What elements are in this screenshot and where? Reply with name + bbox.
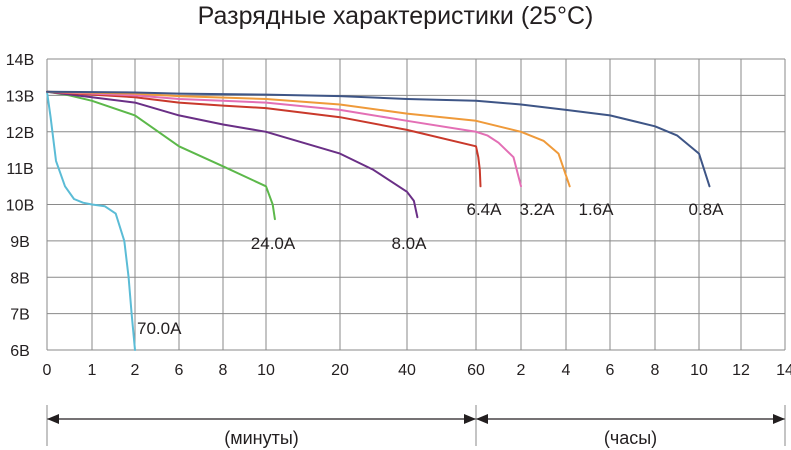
arrow-head-left-icon [47,414,59,424]
x-tick-label: 8 [219,362,228,379]
arrow-head-right-icon [773,414,785,424]
arrow-head-right-icon [464,414,476,424]
series-line-6-4a [46,90,482,188]
x-tick-label: 10 [257,362,275,379]
series-label: 3.2A [520,200,556,219]
x-tick-label: 10 [690,362,708,379]
x-tick-label: 12 [732,362,750,379]
region-label: (часы) [604,428,657,448]
series-line-24-0a [46,90,276,221]
x-tick-label: 20 [331,362,349,379]
time-regions: (минуты) (часы) [46,405,786,448]
x-tick-label: 6 [175,362,184,379]
x-tick-label: 1 [88,362,97,379]
series-label: 70.0A [137,319,182,338]
series-line-1-6a [46,90,571,188]
x-tick-label: 2 [517,362,526,379]
x-tick-label: 40 [398,362,416,379]
series-label: 0.8A [689,200,725,219]
arrow-head-left-icon [476,414,488,424]
series-label: 8.0A [392,234,428,253]
y-tick-label: 8B [10,270,30,287]
series-line-3-2a [46,90,522,188]
y-tick-label: 6B [10,343,30,360]
y-tick-label: 11B [6,161,33,178]
x-tick-label: 14 [776,362,791,379]
series-line-0-8a [46,90,711,188]
x-tick-label: 4 [562,362,571,379]
series-labels: 70.0A 24.0A 8.0A 6.4A 3.2A 1.6A 0.8A [137,200,724,338]
x-tick-label: 2 [131,362,140,379]
region-label: (минуты) [224,428,299,448]
y-tick-label: 7B [10,307,30,324]
y-tick-label: 14B [6,52,34,69]
x-tick-label: 8 [651,362,660,379]
y-tick-label: 10B [6,198,34,215]
x-tick-labels: 0 1 2 6 8 10 20 40 60 2 4 6 8 10 12 14 [43,362,791,379]
y-tick-labels: 14B 13B 12B 11B 10B 9B 8B 7B 6B [6,52,34,360]
x-tick-label: 6 [606,362,615,379]
x-tick-label: 60 [467,362,485,379]
grid [46,58,786,351]
y-tick-label: 12B [6,125,34,142]
chart-title: Разрядные характеристики (25°C) [197,2,594,30]
series-line-8-0a [46,90,419,219]
series-label: 24.0A [251,234,296,253]
y-tick-label: 9B [10,234,30,251]
y-tick-label: 13B [6,88,34,105]
x-tick-label: 0 [43,362,52,379]
series-line-70-0a [46,90,136,351]
series-label: 1.6A [579,200,615,219]
series-lines [46,90,711,351]
series-label: 6.4A [467,200,503,219]
